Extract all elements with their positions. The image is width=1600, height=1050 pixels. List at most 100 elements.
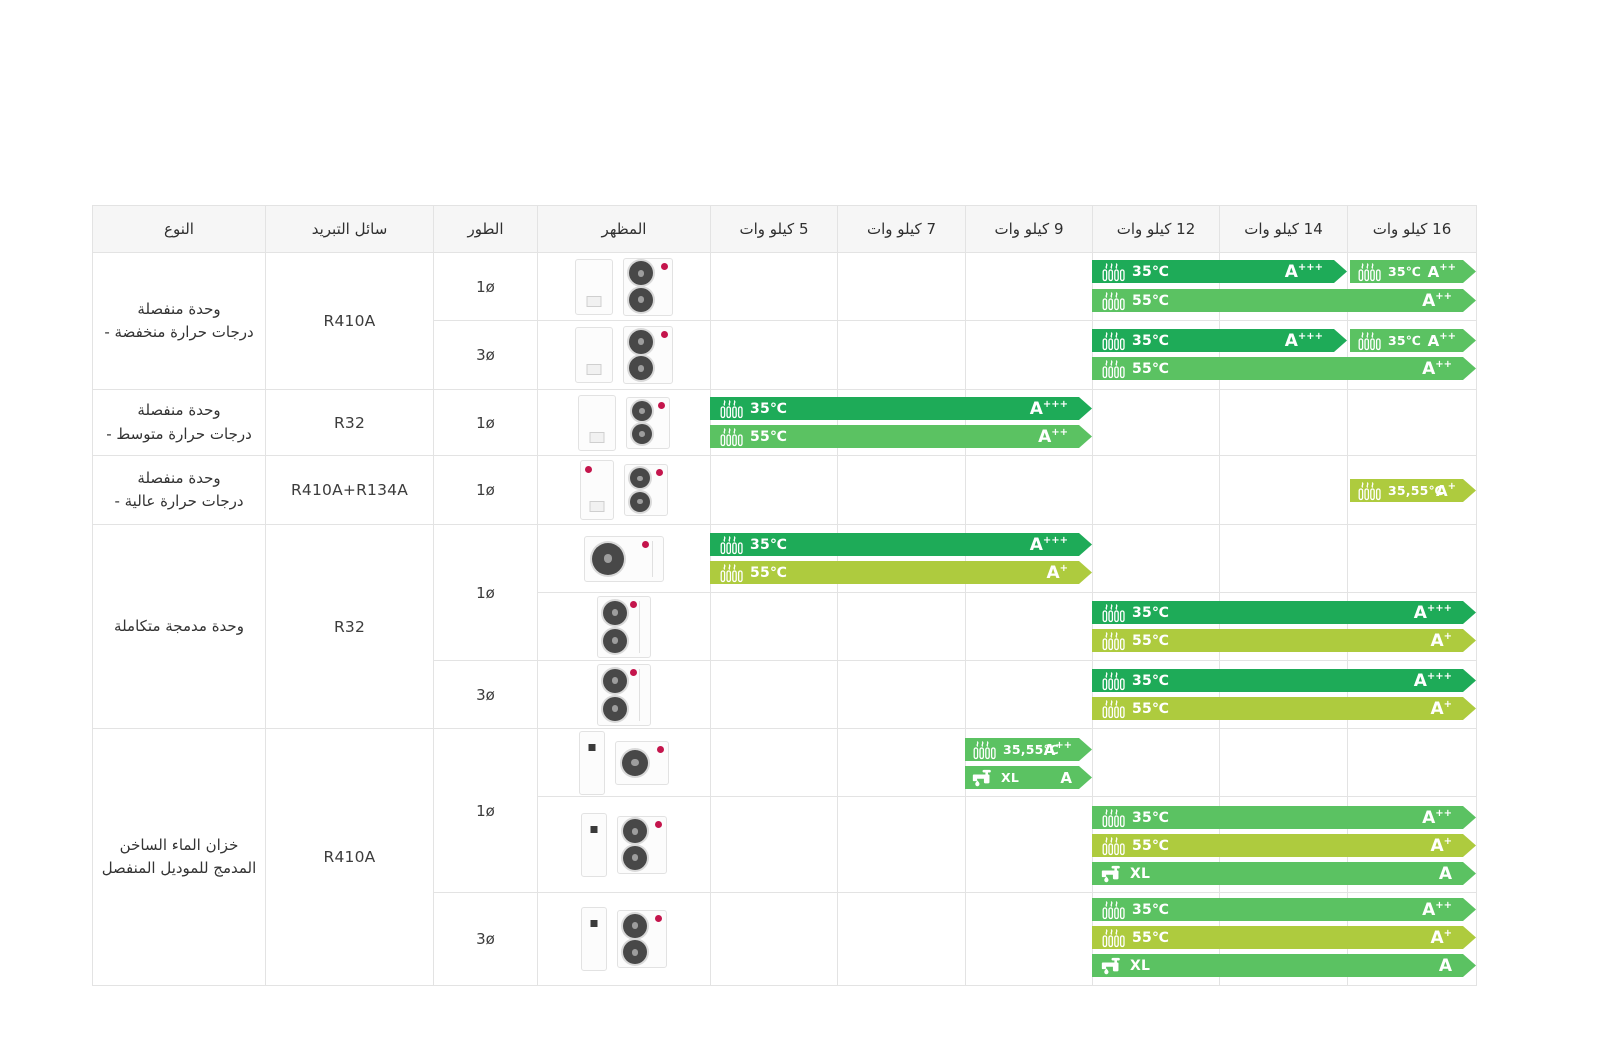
temperature-label: 55℃ (1132, 632, 1170, 649)
energy-rating: A +++ (1284, 330, 1323, 351)
energy-badge: 35℃ A +++ (1092, 601, 1476, 624)
header-row: النوع سائل التبريد الطور المظهر 5 كيلو و… (92, 205, 1477, 253)
energy-badge: 55℃ A + (1092, 697, 1476, 720)
temperature-label: 55℃ (1132, 837, 1170, 854)
table-row: خزان الماء الساخن المدمج للموديل المنفصل… (92, 728, 1477, 986)
appearance-cell (537, 524, 711, 593)
appearance-cell (537, 252, 711, 321)
type-cell: خزان الماء الساخن المدمج للموديل المنفصل (92, 728, 266, 986)
appearance-cell (537, 455, 711, 525)
tank-size-label: XL (1130, 957, 1151, 974)
energy-badge: 35℃ A +++ (1092, 669, 1476, 692)
temperature-label: 35℃ (1388, 264, 1422, 279)
temperature-label: 55℃ (750, 428, 788, 445)
radiator-icon (1356, 331, 1382, 351)
lg-logo-icon (661, 262, 668, 270)
energy-badge: 55℃ A + (1092, 629, 1476, 652)
temperature-label: 55℃ (1132, 292, 1170, 309)
energy-rating: A +++ (1284, 261, 1323, 282)
hot-water-tank-unit-image (581, 907, 607, 971)
header-7kw: 7 كيلو وات (837, 205, 966, 253)
lg-logo-icon (630, 668, 637, 676)
refrigerant-cell: R32 (265, 524, 434, 729)
temperature-label: 35℃ (1132, 901, 1170, 918)
radiator-icon (1100, 671, 1126, 691)
header-5kw: 5 كيلو وات (710, 205, 838, 253)
phase-cell: 1ø (433, 524, 538, 661)
phase-cell: 1ø (433, 389, 538, 456)
temperature-label: 35,55℃ (1003, 742, 1059, 757)
temperature-label: 55℃ (1132, 929, 1170, 946)
tank-size-label: XL (1001, 770, 1020, 785)
product-spec-table: النوع سائل التبريد الطور المظهر 5 كيلو و… (92, 205, 1477, 986)
indoor-wall-unit-image (575, 258, 613, 315)
radiator-icon (1100, 928, 1126, 948)
temperature-label: 35℃ (1132, 604, 1170, 621)
radiator-icon (718, 563, 744, 583)
lg-logo-icon (655, 915, 662, 922)
energy-rating: A ++ (1043, 740, 1072, 759)
radiator-icon (1100, 331, 1126, 351)
header-16kw: 16 كيلو وات (1347, 205, 1477, 253)
outdoor-dual-fan-unit-image (617, 815, 667, 874)
type-cell: وحدة منفصلة - درجات حرارة عالية (92, 455, 266, 525)
radiator-icon (1356, 262, 1382, 282)
temperature-label: 55℃ (1132, 360, 1170, 377)
outdoor-dual-fan-unit-image (623, 257, 673, 316)
energy-rating: A + (1430, 835, 1452, 856)
lg-logo-icon (655, 820, 662, 828)
energy-badge: 55℃ A + (1092, 926, 1476, 949)
water-badge: XL A (965, 766, 1092, 789)
energy-rating: A + (1430, 927, 1452, 948)
refrigerant-cell: R410A (265, 252, 434, 390)
temperature-label: 35,55℃ (1388, 483, 1444, 498)
monobloc-horizontal-unit-image (584, 535, 664, 582)
lg-logo-icon (657, 745, 664, 753)
header-14kw: 14 كيلو وات (1219, 205, 1348, 253)
refrigerant-cell: R410A (265, 728, 434, 986)
phase-cell: 3ø (433, 660, 538, 729)
energy-rating: A ++ (1038, 426, 1068, 447)
energy-rating: A +++ (1413, 670, 1452, 691)
energy-rating: A ++ (1427, 262, 1456, 281)
appearance-cell (537, 728, 711, 797)
water-badge: XL A (1092, 954, 1476, 977)
type-cell: وحدة مدمجة متكاملة (92, 524, 266, 729)
outdoor-dual-fan-unit-image (626, 396, 670, 449)
temperature-label: 35℃ (750, 400, 788, 417)
radiator-icon (1100, 291, 1126, 311)
energy-badge: 35℃ A ++ (1350, 329, 1476, 352)
appearance-cell (537, 389, 711, 456)
lg-logo-icon (656, 469, 663, 476)
lg-logo-icon (661, 331, 668, 338)
radiator-icon (1100, 359, 1126, 379)
header-12kw: 12 كيلو وات (1092, 205, 1220, 253)
faucet-icon (1100, 956, 1124, 976)
energy-badge: 35℃ A ++ (1350, 260, 1476, 283)
indoor-wall-unit-image (575, 327, 613, 383)
energy-badge: 35,55℃ A ++ (965, 738, 1092, 761)
refrigerant-cell: R32 (265, 389, 434, 456)
radiator-icon (1100, 262, 1126, 282)
header-type: النوع (92, 205, 266, 253)
energy-badge: 55℃ A ++ (1092, 357, 1476, 380)
outdoor-dual-fan-unit-image (623, 326, 673, 384)
outdoor-dual-fan-unit-image (624, 464, 668, 516)
floor-standing-unit-image (580, 460, 614, 520)
temperature-label: 35℃ (1388, 333, 1422, 348)
energy-rating: A + (1430, 630, 1452, 651)
radiator-icon (1100, 699, 1126, 719)
energy-rating: A +++ (1029, 534, 1068, 555)
energy-rating: A +++ (1029, 398, 1068, 419)
temperature-label: 35℃ (750, 536, 788, 553)
header-9kw: 9 كيلو وات (965, 205, 1093, 253)
radiator-icon (718, 399, 744, 419)
energy-badge: 35℃ A +++ (710, 533, 1092, 556)
appearance-cell (537, 592, 711, 661)
energy-rating: A +++ (1413, 602, 1452, 623)
energy-badge: 35℃ A ++ (1092, 898, 1476, 921)
table-row: وحدة منفصلة - درجات حرارة عالية R410A+R1… (92, 455, 1477, 525)
temperature-label: 55℃ (750, 564, 788, 581)
energy-badge: 55℃ A ++ (1092, 289, 1476, 312)
hot-water-tank-unit-image (581, 812, 607, 877)
